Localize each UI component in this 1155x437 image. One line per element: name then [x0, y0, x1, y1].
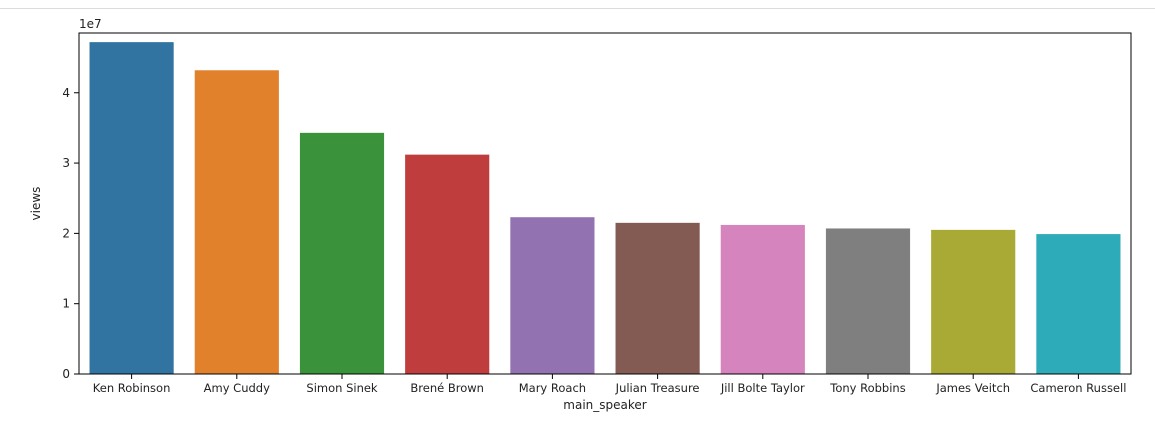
x-tick-label: Brené Brown	[410, 381, 484, 395]
bar-bren-brown	[405, 154, 490, 374]
x-tick-label: Julian Treasure	[615, 381, 700, 395]
x-tick-label: Tony Robbins	[829, 381, 905, 395]
x-tick-label: James Veitch	[935, 381, 1010, 395]
bars-layer	[89, 42, 1121, 375]
x-tick-label: Ken Robinson	[93, 381, 171, 395]
y-tick-label: 0	[62, 367, 70, 381]
bar-ken-robinson	[89, 42, 174, 375]
y-axis-offset-label: 1e7	[79, 17, 102, 31]
bar-james-veitch	[931, 229, 1016, 374]
cell-top-border	[0, 0, 1155, 9]
y-tick-label: 4	[62, 86, 70, 100]
bar-cameron-russell	[1036, 234, 1121, 374]
y-tick-label: 3	[62, 156, 70, 170]
plot-frame	[78, 32, 1132, 375]
x-tick-label: Amy Cuddy	[204, 381, 270, 395]
y-axis-ticks: 0 1 2 3 4	[62, 86, 79, 381]
y-axis-label: views	[29, 187, 43, 221]
x-axis-ticks: Ken Robinson Amy Cuddy Simon Sinek Brené Br…	[93, 374, 1126, 395]
bar-tony-robbins	[825, 228, 911, 374]
x-tick-label: Jill Bolte Taylor	[720, 381, 805, 395]
axes-layer	[78, 32, 1132, 375]
bar-jill-bolte-taylor	[720, 224, 805, 374]
bar-simon-sinek	[299, 132, 385, 374]
y-tick-label: 2	[62, 226, 70, 240]
x-axis-label: main_speaker	[563, 398, 646, 412]
x-tick-label: Mary Roach	[519, 381, 586, 395]
x-tick-label: Simon Sinek	[306, 381, 378, 395]
y-tick-label: 1	[62, 297, 70, 311]
x-tick-label: Cameron Russell	[1030, 381, 1126, 395]
bar-julian-treasure	[615, 222, 700, 374]
bar-mary-roach	[510, 217, 595, 374]
bar-amy-cuddy	[194, 70, 279, 374]
